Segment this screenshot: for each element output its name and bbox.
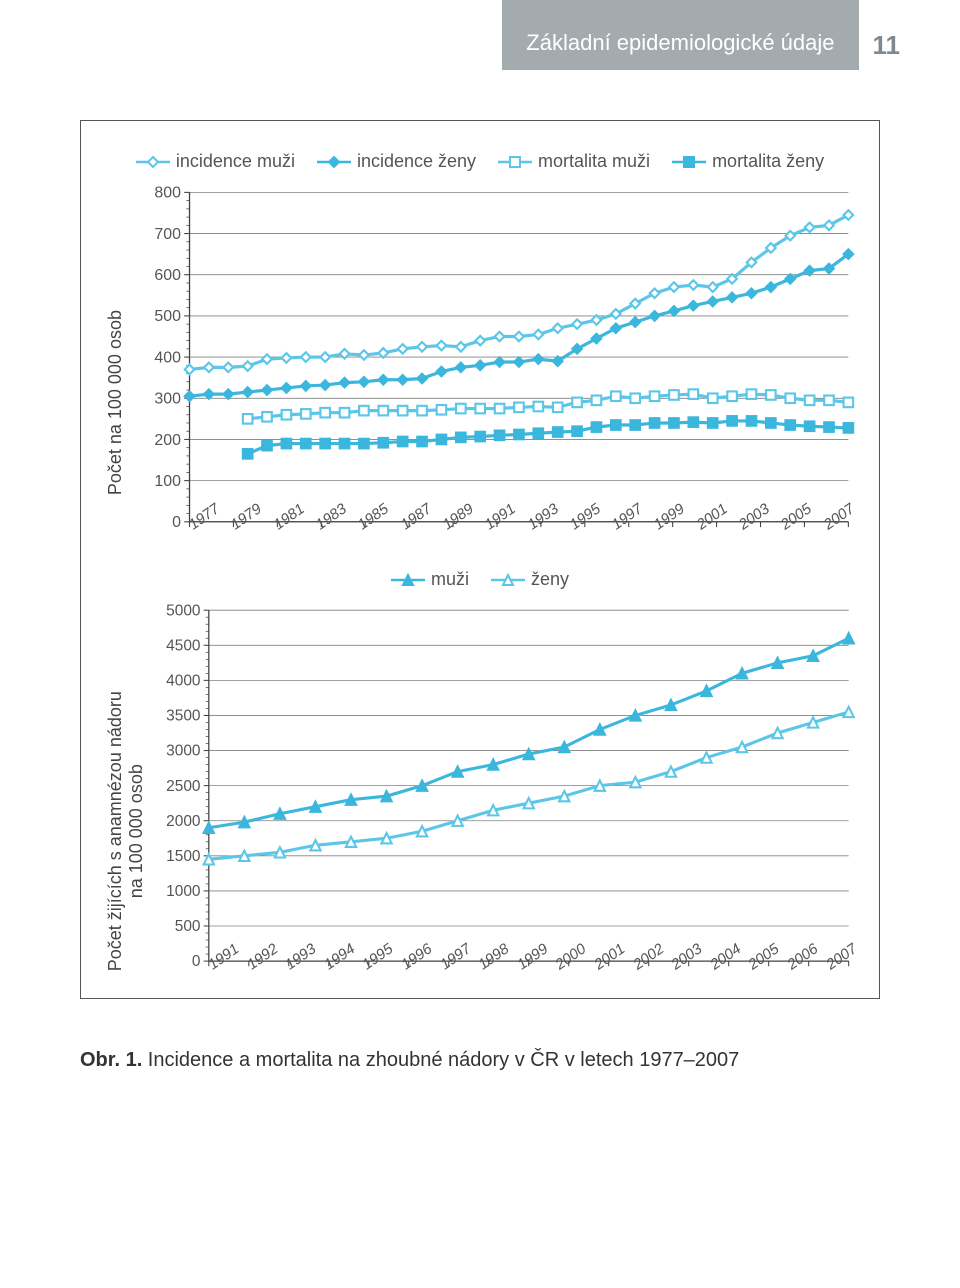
legend-item: mortalita ženy	[672, 151, 824, 172]
legend-label: ženy	[531, 569, 569, 590]
svg-text:800: 800	[154, 186, 181, 202]
legend-marker-icon	[491, 579, 525, 581]
legend-label: incidence muži	[176, 151, 295, 172]
ylabel-bottom: Počet žijících s anamnézou nádoru na 100…	[101, 604, 151, 978]
legend-label: incidence ženy	[357, 151, 476, 172]
svg-text:5000: 5000	[166, 604, 200, 619]
svg-text:3000: 3000	[166, 743, 200, 760]
svg-text:1000: 1000	[166, 883, 200, 900]
svg-text:4000: 4000	[166, 673, 200, 690]
legend-marker-icon	[136, 161, 170, 163]
caption-text: Incidence a mortalita na zhoubné nádory …	[142, 1049, 739, 1071]
chart-incidence-mortality: 0 100 200 300 400 500 600 700 800	[130, 186, 859, 528]
svg-text:0: 0	[192, 953, 201, 967]
legend-marker-icon	[317, 161, 351, 163]
svg-text:700: 700	[154, 226, 181, 243]
xaxis-labels-bottom: 1991199219931994199519961997199819992000…	[151, 961, 859, 978]
svg-text:500: 500	[154, 308, 181, 325]
xaxis-labels-top: 1977197919811983198519871989199119931995…	[130, 522, 859, 539]
svg-text:600: 600	[154, 267, 181, 284]
legend-label: muži	[431, 569, 469, 590]
legend-item: muži	[391, 569, 469, 590]
svg-text:2500: 2500	[166, 778, 200, 795]
chart-prevalence: 0 500 1000 1500 2000 2500 3000 3500 4000 4500 5000	[151, 604, 859, 967]
legend-item: mortalita muži	[498, 151, 650, 172]
legend-top: incidence muži incidence ženy mortalita mu…	[101, 151, 859, 172]
legend-bottom: muži ženy	[101, 569, 859, 590]
figure-box: incidence muži incidence ženy mortalita mu…	[80, 120, 880, 999]
ylabel-top: Počet na 100 000 osob	[101, 186, 130, 539]
svg-text:200: 200	[154, 432, 181, 449]
svg-text:4500: 4500	[166, 638, 200, 655]
legend-marker-icon	[498, 161, 532, 163]
svg-text:2000: 2000	[166, 813, 200, 830]
page-number: 11	[873, 0, 901, 61]
svg-text:300: 300	[154, 391, 181, 408]
legend-marker-icon	[672, 161, 706, 163]
caption-label: Obr. 1.	[80, 1049, 142, 1071]
figure-caption: Obr. 1. Incidence a mortalita na zhoubné…	[80, 1049, 880, 1072]
section-tab: Základní epidemiologické údaje	[502, 0, 858, 70]
legend-item: ženy	[491, 569, 569, 590]
svg-text:100: 100	[154, 473, 181, 490]
legend-label: mortalita muži	[538, 151, 650, 172]
svg-text:400: 400	[154, 349, 181, 366]
svg-text:1500: 1500	[166, 848, 200, 865]
svg-text:3500: 3500	[166, 708, 200, 725]
legend-item: incidence ženy	[317, 151, 476, 172]
svg-text:0: 0	[172, 514, 181, 528]
legend-item: incidence muži	[136, 151, 295, 172]
legend-label: mortalita ženy	[712, 151, 824, 172]
legend-marker-icon	[391, 579, 425, 581]
svg-text:500: 500	[175, 918, 201, 935]
